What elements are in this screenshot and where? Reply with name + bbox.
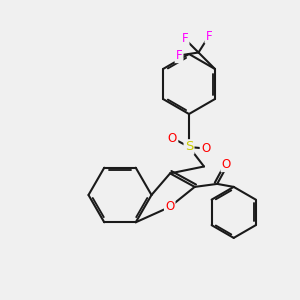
Text: F: F — [176, 49, 182, 62]
Text: F: F — [182, 32, 188, 46]
Text: O: O — [201, 142, 210, 155]
Text: S: S — [185, 140, 193, 154]
Text: O: O — [165, 200, 174, 214]
Text: F: F — [206, 29, 212, 43]
Text: O: O — [222, 158, 231, 171]
Text: O: O — [168, 131, 177, 145]
